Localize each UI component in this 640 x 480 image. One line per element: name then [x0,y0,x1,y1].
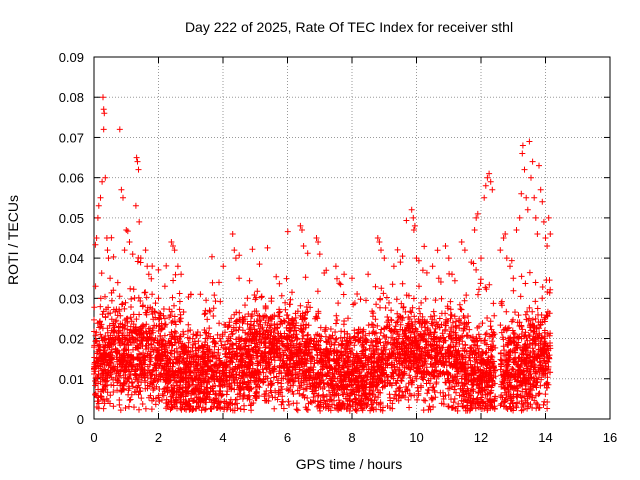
y-axis-label: ROTI / TECUs [5,195,21,285]
x-tick-label: 6 [284,430,291,445]
y-tick-label: 0.05 [59,211,84,226]
chart-title: Day 222 of 2025, Rate Of TEC Index for r… [185,19,513,35]
y-tick-label: 0.01 [59,372,84,387]
y-tick-label: 0.08 [59,90,84,105]
x-tick-label: 0 [90,430,97,445]
axes-ticks: 0 0.01 0.02 0.03 0.04 0.05 0.06 0.07 0.08 0.09 0 2 4… [59,50,618,445]
x-tick-label: 12 [474,430,488,445]
data-marks [91,94,554,414]
y-tick-label: 0.04 [59,251,84,266]
y-tick-label: 0.03 [59,291,84,306]
y-tick-label: 0.09 [59,50,84,65]
x-tick-label: 8 [348,430,355,445]
y-tick-label: 0.02 [59,332,84,347]
series-markers-dense [91,217,554,414]
x-tick-label: 14 [538,430,552,445]
y-tick-label: 0.07 [59,130,84,145]
x-tick-label: 10 [409,430,423,445]
x-tick-label: 2 [155,430,162,445]
series-roti [92,94,554,302]
y-tick-label: 0.06 [59,171,84,186]
x-tick-label: 4 [219,430,226,445]
x-axis-label: GPS time / hours [296,456,403,472]
x-tick-label: 16 [603,430,617,445]
y-tick-label: 0 [77,412,84,427]
series-markers [92,94,554,302]
